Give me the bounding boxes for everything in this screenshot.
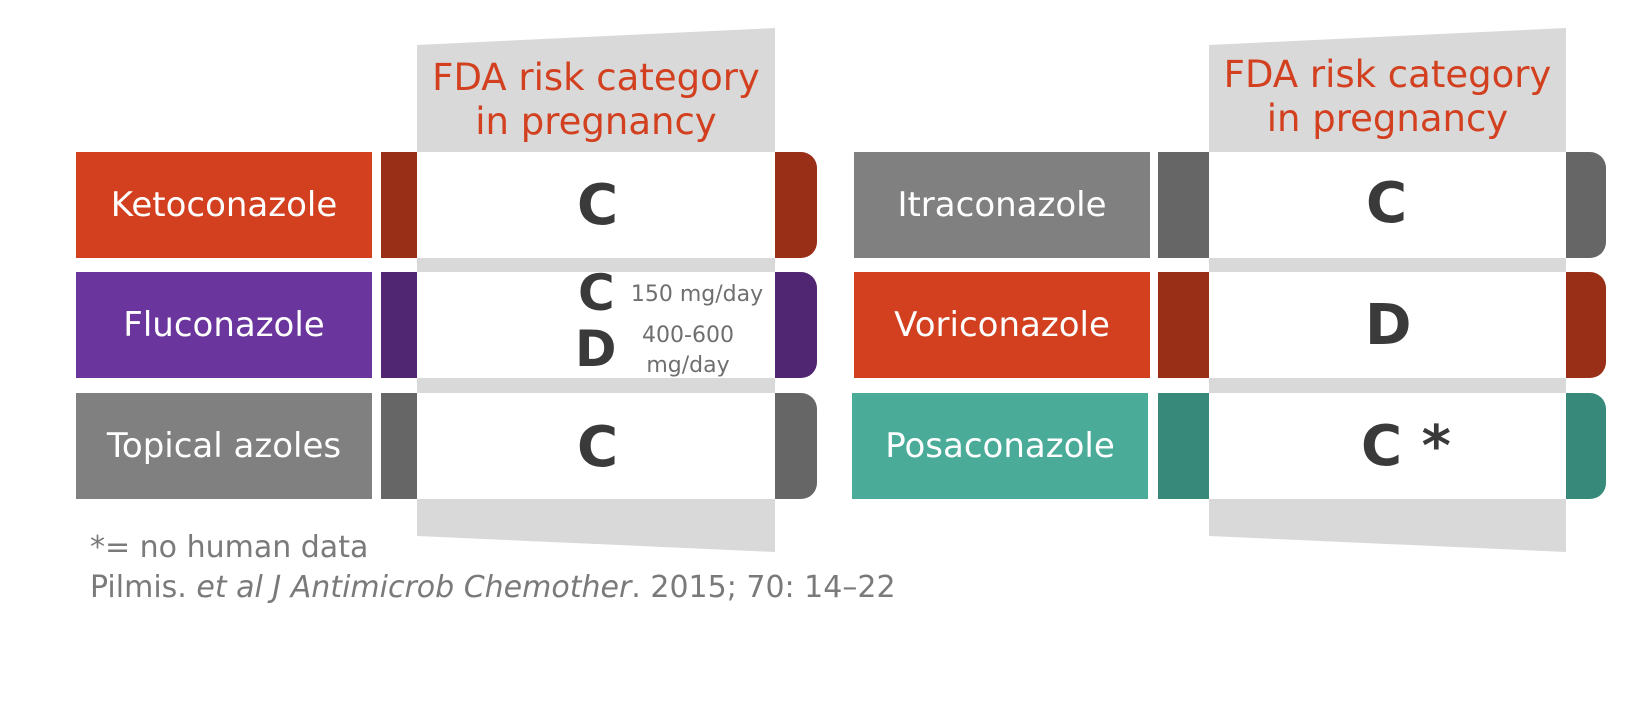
row-strip <box>1158 272 1209 378</box>
reference-journal: et al J Antimicrob Chemother <box>196 570 632 605</box>
grade-fluconazole-low: C <box>578 264 615 322</box>
grade-cell <box>417 393 775 499</box>
reference-citation: Pilmis. et al J Antimicrob Chemother. 20… <box>90 570 896 606</box>
row-strip <box>381 393 417 499</box>
grade-ketoconazole: C <box>577 173 619 238</box>
right-header: FDA risk category in pregnancy <box>1209 53 1566 141</box>
grade-posaconazole: C * <box>1361 414 1451 479</box>
drug-label-topical-azoles: Topical azoles <box>76 393 372 499</box>
row-strip <box>1158 152 1209 258</box>
grade-fluconazole-high: D <box>575 320 617 378</box>
reference-details: . 2015; 70: 14–22 <box>631 570 896 605</box>
grade-cell <box>1209 272 1566 378</box>
dose-fluconazole-high: 400-600 mg/day <box>642 323 734 378</box>
grade-cell <box>417 152 775 258</box>
row-strip <box>381 152 417 258</box>
dose-fluconazole-low: 150 mg/day <box>630 282 764 307</box>
drug-label-voriconazole: Voriconazole <box>854 272 1150 378</box>
row-tab <box>775 393 817 499</box>
grade-itraconazole: C <box>1366 171 1408 236</box>
grade-voriconazole: D <box>1365 293 1412 358</box>
grade-cell <box>417 272 775 378</box>
drug-label-ketoconazole: Ketoconazole <box>76 152 372 258</box>
left-header-line1: FDA risk category <box>432 56 760 99</box>
grade-cell <box>1209 152 1566 258</box>
row-tab <box>1566 272 1606 378</box>
drug-label-fluconazole: Fluconazole <box>76 272 372 378</box>
row-tab <box>1566 393 1606 499</box>
left-header: FDA risk category in pregnancy <box>417 56 775 144</box>
row-tab <box>775 272 817 378</box>
drug-label-posaconazole: Posaconazole <box>852 393 1148 499</box>
row-strip <box>1158 393 1209 499</box>
row-strip <box>381 272 417 378</box>
grade-topical-azoles: C <box>577 415 619 480</box>
row-tab <box>775 152 817 258</box>
row-tab <box>1566 152 1606 258</box>
footnote-no-human-data: *= no human data <box>90 530 369 565</box>
drug-label-itraconazole: Itraconazole <box>854 152 1150 258</box>
left-header-line2: in pregnancy <box>475 100 717 143</box>
grade-cell <box>1209 393 1566 499</box>
right-header-line1: FDA risk category <box>1223 53 1552 96</box>
right-header-line2: in pregnancy <box>1266 97 1509 140</box>
reference-author: Pilmis. <box>90 570 197 605</box>
